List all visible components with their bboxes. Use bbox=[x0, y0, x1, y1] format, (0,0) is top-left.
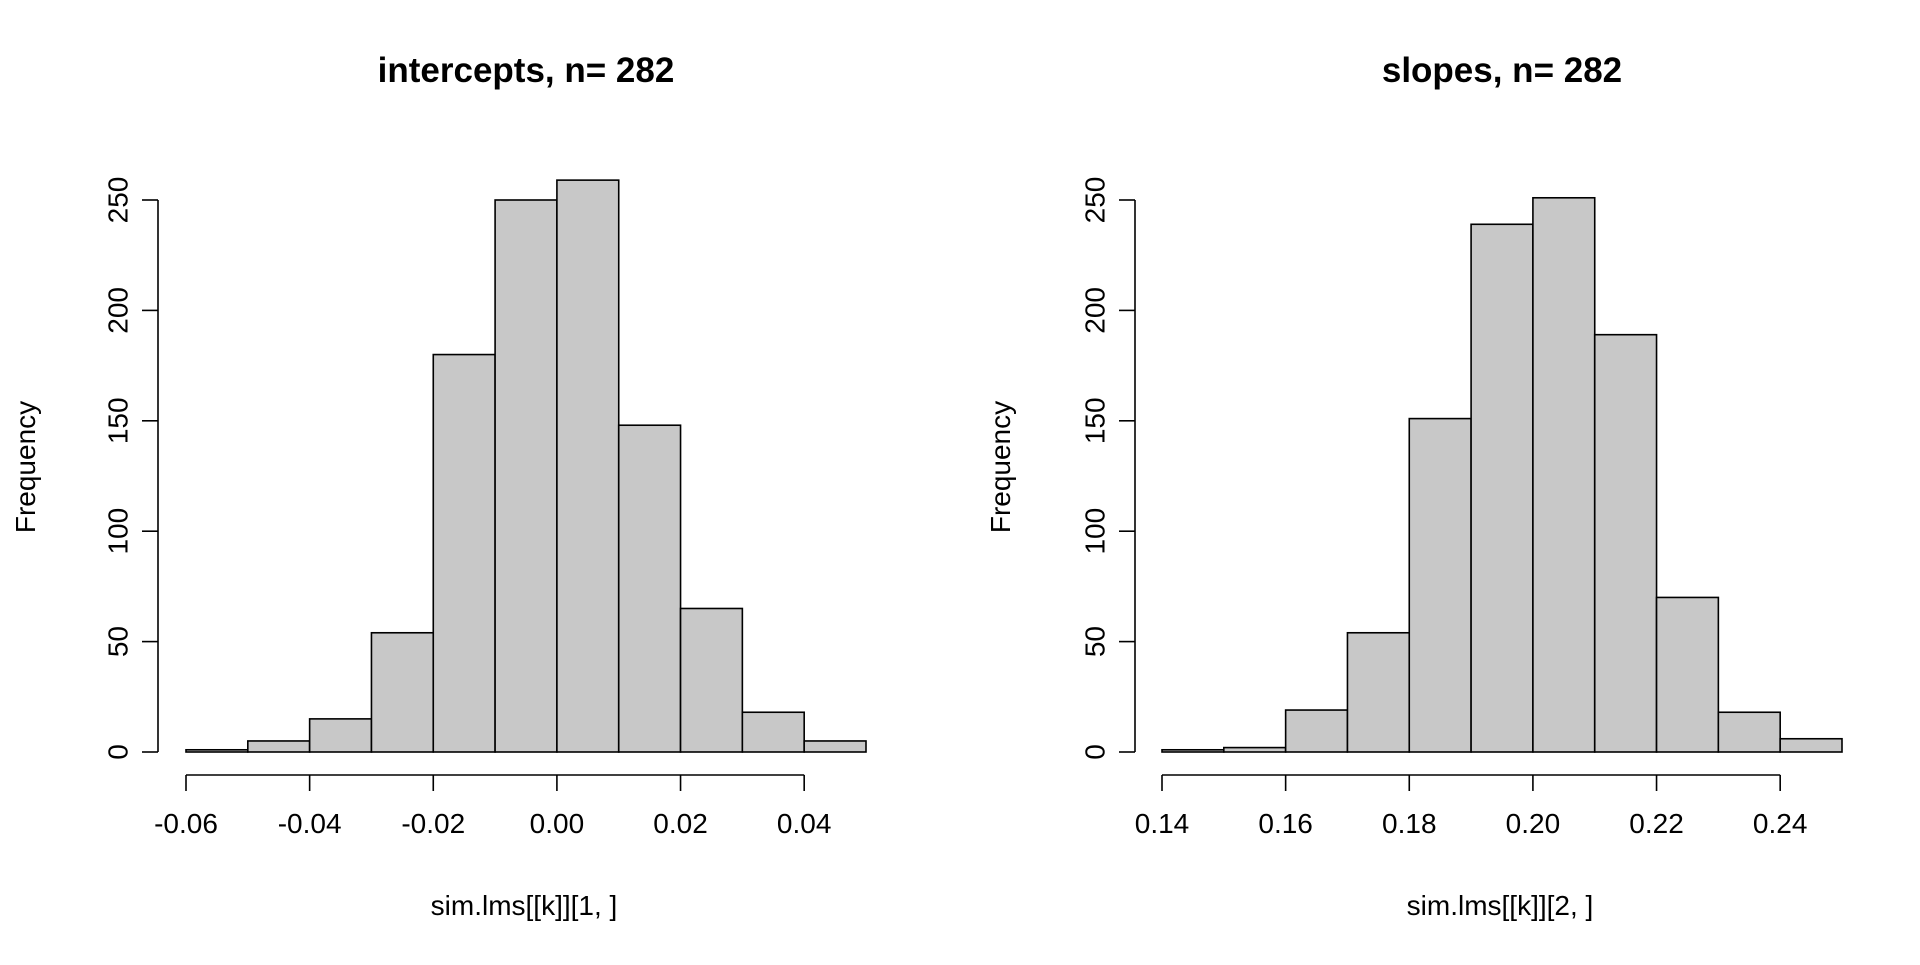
y-tick-label: 0 bbox=[1079, 744, 1110, 760]
histogram-bar bbox=[432, 353, 496, 753]
x-tick-label: 0.24 bbox=[1753, 808, 1808, 839]
histogram-bar bbox=[1161, 748, 1225, 753]
y-tick-label: 50 bbox=[102, 626, 133, 657]
histogram-bar bbox=[1284, 709, 1349, 753]
histogram-bar bbox=[1717, 711, 1781, 753]
x-tick-label: 0.02 bbox=[653, 808, 708, 839]
y-tick-label: 150 bbox=[1079, 397, 1110, 444]
chart-title: intercepts, n= 282 bbox=[378, 51, 675, 90]
histogram-bar bbox=[803, 740, 867, 753]
histogram-panel-2: 0 50 100 150 200 250 0.14 0.16 0.18 0.20 0.22 0.24 s… bbox=[985, 51, 1843, 921]
histogram-bar bbox=[1532, 196, 1596, 753]
y-tick-label: 0 bbox=[102, 744, 133, 760]
histogram-bar bbox=[1655, 596, 1720, 753]
x-tick-label: 0.04 bbox=[777, 808, 832, 839]
y-tick-label: 200 bbox=[1079, 287, 1110, 334]
x-axis-label: sim.lms[[k]][2, ] bbox=[1407, 890, 1594, 921]
histogram-bar bbox=[556, 179, 620, 753]
x-tick-label: 0.22 bbox=[1629, 808, 1684, 839]
x-tick-label: 0.18 bbox=[1382, 808, 1437, 839]
histogram-bar bbox=[679, 607, 744, 753]
histogram-bar bbox=[1346, 631, 1411, 753]
y-tick-label: 100 bbox=[102, 508, 133, 555]
x-tick-label: 0.20 bbox=[1506, 808, 1561, 839]
x-tick-label: 0.00 bbox=[530, 808, 585, 839]
histogram-bar bbox=[247, 740, 311, 753]
y-axis-label: Frequency bbox=[10, 401, 41, 533]
histogram-bar bbox=[1593, 333, 1658, 753]
histogram-bar bbox=[185, 748, 249, 753]
x-tick-label: -0.04 bbox=[278, 808, 342, 839]
histogram-bar bbox=[370, 631, 435, 753]
chart-title: slopes, n= 282 bbox=[1382, 51, 1622, 90]
y-tick-label: 100 bbox=[1079, 508, 1110, 555]
x-tick-label: 0.16 bbox=[1258, 808, 1313, 839]
histogram-bar bbox=[1223, 746, 1287, 753]
y-tick-label: 250 bbox=[102, 177, 133, 224]
y-axis-label: Frequency bbox=[985, 401, 1016, 533]
histogram-bar bbox=[308, 718, 373, 753]
x-axis-label: sim.lms[[k]][1, ] bbox=[431, 890, 618, 921]
x-tick-label: -0.02 bbox=[401, 808, 465, 839]
histogram-bar bbox=[1470, 223, 1534, 753]
y-tick-label: 50 bbox=[1079, 626, 1110, 657]
y-tick-label: 150 bbox=[102, 397, 133, 444]
histogram-bar bbox=[617, 424, 682, 753]
histogram-bar bbox=[494, 199, 558, 753]
histogram-bar bbox=[1408, 417, 1472, 753]
histogram-bar bbox=[1779, 737, 1843, 753]
histogram-bar bbox=[741, 711, 805, 753]
y-tick-label: 250 bbox=[1079, 177, 1110, 224]
x-tick-label: 0.14 bbox=[1135, 808, 1190, 839]
histogram-panel-1: 0 50 100 150 200 250 -0.06 -0.04 -0.02 0.00 0.02 0.… bbox=[10, 51, 867, 921]
x-tick-label: -0.06 bbox=[154, 808, 218, 839]
y-tick-label: 200 bbox=[102, 287, 133, 334]
